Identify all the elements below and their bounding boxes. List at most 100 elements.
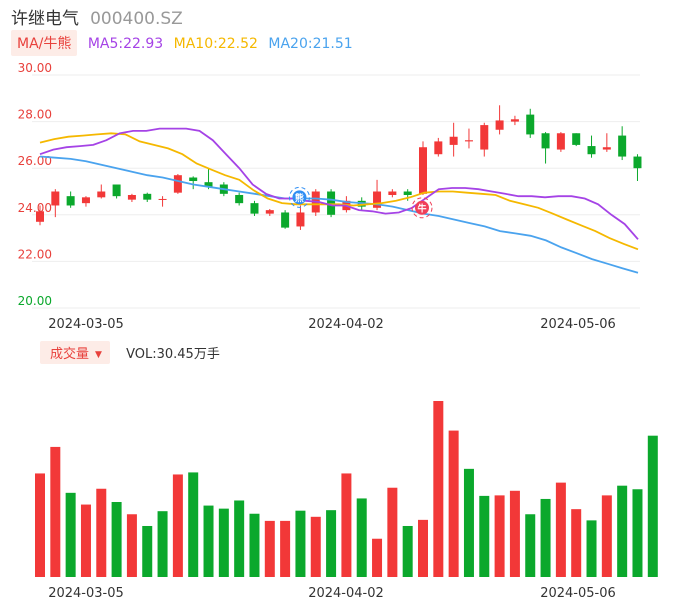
bull-marker-ring (411, 197, 433, 219)
x-tick-label: 2024-05-06 (540, 586, 616, 601)
x-tick-label: 2024-03-05 (48, 586, 124, 601)
volume-bar (402, 525, 413, 577)
candle-body (235, 194, 244, 204)
ma20-line (39, 155, 639, 274)
candle-body (97, 191, 106, 198)
candle-body (464, 140, 473, 142)
candle-body (587, 146, 596, 155)
candle-body (403, 191, 412, 195)
volume-selector-label: 成交量 (50, 347, 90, 362)
volume-bar (65, 492, 76, 577)
candle-body (495, 120, 504, 130)
ma10-line (39, 132, 639, 251)
stock-code: 000400.SZ (90, 9, 183, 29)
candle-body (204, 182, 213, 187)
volume-bar (96, 488, 107, 577)
volume-bar (418, 519, 428, 577)
candle-body (480, 125, 489, 150)
volume-value: VOL:30.45万手 (126, 347, 220, 362)
candle-body (633, 156, 642, 169)
candle-body (81, 197, 90, 204)
candle-body (112, 184, 121, 197)
volume-bar (448, 430, 459, 577)
candle-body (541, 133, 550, 149)
ma-indicator-selector[interactable]: MA/牛熊 (11, 30, 78, 56)
volume-bar (617, 485, 628, 577)
y-tick-label: 24.00 (18, 201, 52, 215)
candle-body (66, 196, 75, 206)
volume-bar (341, 473, 352, 577)
volume-bar (50, 446, 61, 577)
candle-body (143, 193, 152, 200)
ma10-label: MA10:22.52 (173, 36, 258, 52)
ma5-label: MA5:22.93 (87, 36, 164, 52)
x-tick-label: 2024-04-02 (308, 586, 384, 601)
volume-bar (80, 504, 91, 577)
candle-body (419, 147, 427, 194)
stock-header: 许继电气 000400.SZ (11, 4, 183, 29)
x-tick-label: 2024-03-05 (48, 317, 124, 332)
volume-bar (509, 490, 520, 577)
volume-bar (525, 514, 536, 577)
candle-body (173, 175, 182, 193)
volume-bar (647, 435, 658, 577)
volume-bar (218, 508, 229, 577)
ma20-label: MA20:21.51 (268, 36, 353, 52)
volume-bar (356, 498, 367, 577)
volume-bar (172, 474, 183, 577)
volume-bar (111, 502, 122, 577)
volume-bar (280, 520, 291, 577)
candle-body (265, 210, 274, 214)
volume-bar (203, 505, 214, 577)
volume-bar (571, 509, 582, 577)
candle-body (373, 191, 382, 208)
candle-body (526, 114, 535, 135)
candle-body (449, 136, 458, 145)
y-tick-label: 22.00 (18, 247, 52, 261)
ma-legend: MA/牛熊 MA5:22.93 MA10:22.52 MA20:21.51 (11, 30, 353, 56)
x-tick-label: 2024-04-02 (308, 317, 384, 332)
volume-bar (264, 520, 275, 577)
volume-bar (142, 525, 153, 577)
candle-body (327, 191, 336, 215)
volume-bar (126, 514, 137, 577)
volume-bar (387, 487, 398, 577)
candle-body (556, 133, 565, 150)
volume-bar (295, 510, 306, 577)
candle-body (127, 194, 136, 200)
candle-body (572, 133, 581, 145)
volume-bar (310, 516, 321, 577)
candle-body (510, 119, 519, 122)
candle-body (189, 177, 198, 182)
candlestick-chart: 30.00 28.00 26.00 24.00 22.00 20.00 熊牛 2024-03-… (18, 61, 642, 332)
x-tick-label: 2024-05-06 (540, 317, 616, 332)
volume-bar (601, 495, 612, 577)
volume-bar (249, 513, 260, 577)
volume-bar (540, 498, 551, 577)
bear-marker (292, 190, 307, 205)
ma5-line (39, 127, 639, 240)
volume-legend: 成交量 ▼ VOL:30.45万手 (40, 341, 220, 364)
volume-bar (555, 482, 566, 577)
volume-indicator-selector[interactable]: 成交量 ▼ (40, 341, 110, 364)
volume-bar (586, 520, 597, 577)
candle-body (36, 211, 44, 222)
candle-body (250, 203, 259, 214)
volume-bar (494, 495, 505, 577)
volume-bar (433, 401, 444, 577)
y-tick-label: 28.00 (18, 108, 52, 122)
candle-body (388, 191, 397, 195)
candle-body (296, 212, 305, 227)
volume-bar (479, 495, 490, 577)
volume-bar (463, 468, 474, 577)
bear-marker-ring (288, 186, 310, 208)
y-tick-label: 26.00 (18, 154, 52, 168)
candle-body (51, 191, 60, 206)
candle-body (281, 212, 290, 228)
candle-body (602, 147, 611, 150)
volume-bar (632, 489, 643, 577)
volume-chart: 2024-03-05 2024-04-02 2024-05-06 (35, 401, 658, 601)
volume-bar (188, 472, 199, 577)
bear-marker-label: 熊 (295, 192, 304, 204)
volume-bar (157, 511, 168, 577)
